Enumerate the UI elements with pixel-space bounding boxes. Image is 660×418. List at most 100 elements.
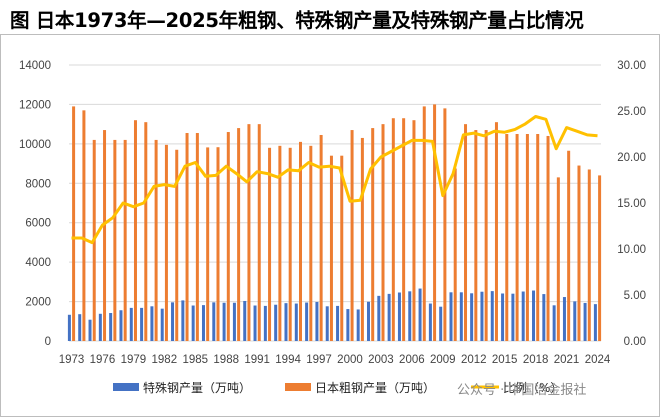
special-steel-bar-1983 [171, 302, 175, 341]
left-tick-label: 10000 [19, 139, 51, 151]
crude-steel-bar-1976 [103, 130, 107, 341]
left-tick-label: 8000 [25, 178, 51, 190]
special-steel-bar-1973 [67, 314, 71, 341]
crude-steel-bar-2000 [350, 130, 354, 341]
x-tick-label: 1997 [306, 354, 332, 366]
crude-steel-bar-2018 [536, 134, 540, 341]
crude-steel-bar-1987 [216, 147, 220, 341]
crude-steel-bar-2010 [453, 168, 457, 341]
right-tick-label: 10.00 [617, 244, 646, 256]
x-tick-label: 1985 [182, 354, 208, 366]
crude-steel-bar-1983 [175, 149, 179, 341]
watermark-text: 公众号 · 中国冶金报社 [457, 382, 586, 398]
special-steel-bar-2014 [490, 291, 494, 341]
crude-steel-bar-1984 [185, 133, 189, 341]
special-steel-bar-1976 [98, 313, 102, 341]
special-steel-bar-1977 [109, 313, 113, 341]
x-tick-label: 2006 [399, 354, 425, 366]
special-steel-bar-1998 [325, 306, 329, 341]
crude-steel-bar-2003 [381, 124, 385, 342]
crude-steel-bar-1981 [154, 139, 158, 341]
combo-chart: 0 2000 4000 6000 8000 10000 12000 14000 0.00 5.0… [19, 60, 646, 398]
legend-label-ratio: 比例（%） [503, 381, 562, 395]
x-tick-label: 2003 [368, 354, 394, 366]
crude-steel-bar-1996 [309, 145, 313, 341]
left-axis-ticks: 0 2000 4000 6000 8000 10000 12000 14000 [19, 60, 51, 348]
crude-steel-bar-2009 [443, 108, 447, 341]
x-tick-label: 1991 [244, 354, 270, 366]
crude-steel-bar-2023 [587, 169, 591, 341]
special-steel-bar-2013 [480, 291, 484, 341]
special-steel-bar-2021 [562, 297, 566, 341]
left-tick-label: 4000 [25, 257, 51, 269]
special-steel-bar-2001 [356, 309, 360, 341]
x-tick-label: 2021 [554, 354, 580, 366]
crude-steel-bar-2014 [494, 122, 498, 342]
special-steel-bar-1991 [253, 305, 257, 341]
crude-steel-bar-1974 [82, 110, 86, 341]
x-tick-label: 1982 [152, 354, 178, 366]
special-steel-bar-1984 [181, 300, 185, 341]
special-steel-bar-1996 [305, 302, 309, 341]
crude-steel-bar-1989 [237, 128, 241, 341]
x-tick-label: 2018 [523, 354, 549, 366]
x-tick-label: 1973 [59, 354, 85, 366]
left-tick-label: 6000 [25, 218, 51, 230]
crude-steel-bar-2008 [433, 104, 437, 341]
special-steel-bar-1978 [119, 310, 123, 341]
crude-steel-bar-1998 [329, 155, 333, 341]
crude-steel-bar-2007 [422, 106, 426, 342]
crude-steel-bar-2012 [474, 130, 478, 341]
special-steel-bar-1993 [274, 304, 278, 341]
crude-steel-bar-1993 [278, 145, 282, 341]
left-tick-label: 14000 [19, 60, 51, 72]
crude-steel-bar-1988 [226, 132, 230, 341]
legend-label-crude: 日本粗钢产量（万吨） [315, 381, 435, 395]
x-tick-label: 2024 [585, 354, 611, 366]
crude-steel-bar-2006 [412, 120, 416, 341]
crude-steel-bar-1985 [195, 133, 199, 341]
special-steel-bar-2007 [418, 288, 422, 341]
special-steel-bar-1986 [201, 305, 205, 341]
crude-steel-bar-2019 [546, 135, 550, 341]
special-steel-bar-2010 [449, 292, 453, 341]
special-steel-bar-1999 [336, 305, 340, 341]
special-steel-bar-2023 [583, 302, 587, 341]
crude-steel-bar-1995 [299, 141, 303, 341]
special-steel-bar-2009 [439, 306, 443, 341]
special-steel-bar-1985 [191, 305, 195, 341]
special-steel-bar-2006 [408, 291, 412, 341]
ratio-line [71, 115, 598, 245]
crude-steel-bar-2024 [598, 175, 602, 341]
special-steel-bar-2008 [428, 303, 432, 341]
crude-steel-bar-1973 [72, 106, 76, 342]
x-tick-label: 2009 [430, 354, 456, 366]
special-steel-bar-2016 [511, 293, 515, 341]
crude-steel-bar-1980 [144, 122, 148, 342]
crude-steel-bar-2022 [577, 165, 581, 341]
special-steel-bar-1987 [212, 302, 216, 341]
special-steel-bar-2002 [366, 301, 370, 341]
crude-steel-bar-1992 [268, 147, 272, 341]
special-steel-bar-2011 [459, 292, 463, 341]
special-steel-bar-2024 [593, 304, 597, 341]
crude-steel-bar-1990 [247, 124, 251, 342]
special-steel-bar-1975 [88, 319, 92, 341]
crude-steel-bar-1997 [319, 134, 323, 341]
crude-steel-bar-2001 [360, 137, 364, 341]
crude-steel-bar-2002 [371, 128, 375, 341]
special-steel-bar-1980 [140, 307, 144, 341]
special-steel-bar-1994 [284, 303, 288, 341]
crude-steel-bar-1979 [133, 120, 137, 341]
crude-steel-bar-1999 [340, 155, 344, 341]
special-steel-bar-1995 [294, 303, 298, 341]
special-steel-bar-1974 [78, 314, 82, 341]
right-axis-ticks: 0.00 5.00 10.00 15.00 20.00 25.00 30.00 [617, 60, 646, 348]
special-steel-bar-2000 [346, 309, 350, 341]
special-steel-bars [67, 288, 597, 341]
right-tick-label: 25.00 [617, 106, 646, 118]
special-steel-bar-1982 [160, 308, 164, 341]
special-steel-bar-1989 [232, 302, 236, 341]
crude-steel-bar-2011 [464, 124, 468, 342]
x-tick-label: 1994 [275, 354, 301, 366]
